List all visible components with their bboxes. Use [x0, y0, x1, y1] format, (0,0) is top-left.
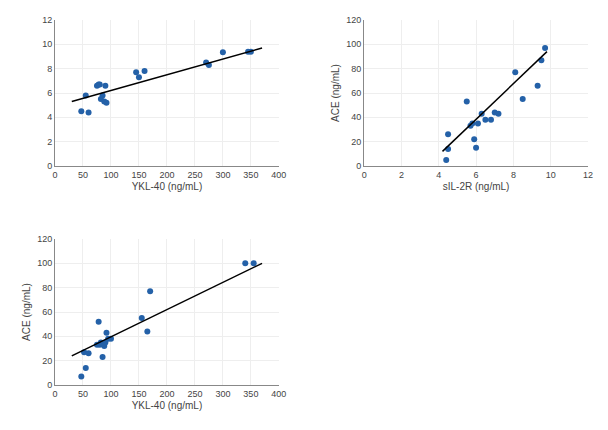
svg-text:40: 40 [42, 331, 52, 341]
svg-text:8: 8 [47, 64, 52, 74]
svg-text:0: 0 [47, 161, 52, 171]
svg-text:6: 6 [47, 88, 52, 98]
svg-text:100: 100 [346, 39, 361, 49]
svg-text:150: 150 [131, 170, 146, 180]
svg-text:6: 6 [474, 170, 479, 180]
svg-text:200: 200 [159, 389, 174, 399]
svg-text:8: 8 [511, 170, 516, 180]
svg-text:120: 120 [37, 234, 52, 244]
svg-text:80: 80 [42, 283, 52, 293]
svg-text:0: 0 [362, 170, 367, 180]
svg-text:300: 300 [215, 389, 230, 399]
svg-text:60: 60 [351, 88, 361, 98]
svg-text:200: 200 [159, 170, 174, 180]
svg-text:0: 0 [52, 170, 57, 180]
svg-text:250: 250 [187, 389, 202, 399]
svg-text:400: 400 [271, 389, 286, 399]
svg-text:60: 60 [42, 307, 52, 317]
svg-text:ACE (ng/mL): ACE (ng/mL) [330, 64, 341, 122]
svg-text:2: 2 [399, 170, 404, 180]
svg-text:0: 0 [356, 161, 361, 171]
svg-text:80: 80 [351, 64, 361, 74]
svg-text:0: 0 [52, 389, 57, 399]
svg-text:4: 4 [47, 112, 52, 122]
svg-text:10: 10 [42, 39, 52, 49]
svg-text:ACE (ng/mL): ACE (ng/mL) [21, 283, 32, 341]
svg-text:40: 40 [351, 112, 361, 122]
svg-text:20: 20 [351, 137, 361, 147]
svg-text:2: 2 [47, 137, 52, 147]
svg-text:12: 12 [583, 170, 593, 180]
svg-text:4: 4 [436, 170, 441, 180]
svg-text:50: 50 [78, 389, 88, 399]
svg-text:20: 20 [42, 356, 52, 366]
svg-text:150: 150 [131, 389, 146, 399]
svg-text:YKL-40 (ng/mL): YKL-40 (ng/mL) [132, 181, 203, 192]
svg-text:50: 50 [78, 170, 88, 180]
svg-text:YKL-40 (ng/mL): YKL-40 (ng/mL) [132, 400, 203, 411]
svg-text:300: 300 [215, 170, 230, 180]
svg-text:400: 400 [271, 170, 286, 180]
svg-text:350: 350 [243, 389, 258, 399]
svg-text:12: 12 [42, 15, 52, 25]
svg-text:100: 100 [103, 389, 118, 399]
svg-text:250: 250 [187, 170, 202, 180]
svg-text:0: 0 [47, 380, 52, 390]
svg-text:100: 100 [103, 170, 118, 180]
svg-text:10: 10 [546, 170, 556, 180]
svg-text:350: 350 [243, 170, 258, 180]
svg-text:100: 100 [37, 258, 52, 268]
svg-text:120: 120 [346, 15, 361, 25]
svg-text:sIL-2R (ng/mL): sIL-2R (ng/mL) [443, 181, 510, 192]
